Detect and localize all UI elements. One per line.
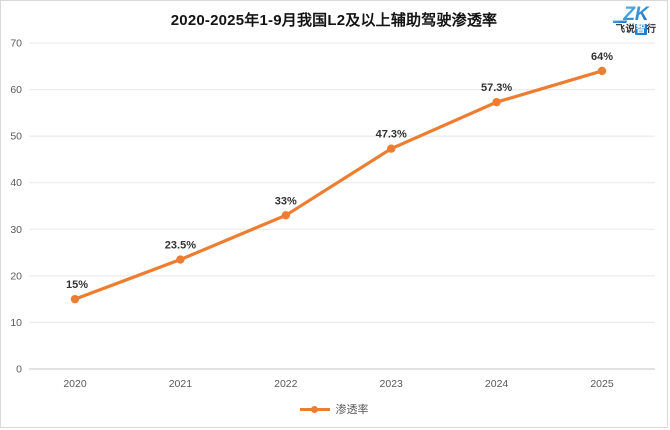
x-axis-tick-label: 2024 — [485, 378, 509, 390]
y-axis-tick-label: 40 — [10, 177, 22, 189]
chart-title: 2020-2025年1-9月我国L2及以上辅助驾驶渗透率 — [170, 12, 498, 29]
penetration-rate-line — [73, 69, 604, 301]
y-axis-tick-label: 10 — [10, 317, 22, 329]
brand-name-highlight: 智 — [635, 24, 647, 35]
x-axis-tick-label: 2025 — [590, 378, 614, 390]
brand-monogram-icon: ZK — [613, 4, 650, 24]
brand-name-part: 行 — [646, 24, 657, 35]
x-axis-tick-label: 2020 — [63, 378, 87, 390]
x-axis-tick-label: 2023 — [380, 378, 404, 390]
x-axis-tick-label: 2021 — [169, 378, 193, 390]
data-point-marker — [597, 66, 607, 76]
brand-monogram-swash — [613, 20, 628, 23]
brand-logo: ZK 飞说智行 — [609, 4, 663, 35]
brand-name-part: 飞说 — [615, 24, 636, 35]
y-axis-tick-label: 50 — [10, 131, 22, 143]
data-label: 23.5% — [165, 240, 196, 252]
legend-line-marker-icon — [299, 405, 330, 413]
data-point-marker — [176, 255, 185, 264]
x-axis-tick-label: 2022 — [274, 378, 298, 390]
y-axis-tick-label: 0 — [16, 364, 22, 376]
y-axis-tick-label: 70 — [10, 38, 22, 50]
data-point-marker — [281, 211, 290, 220]
legend-label: 渗透率 — [335, 404, 369, 416]
data-point-marker — [387, 144, 396, 153]
y-axis-tick-label: 20 — [10, 270, 22, 282]
data-label: 57.3% — [481, 82, 512, 94]
brand-monogram-text: ZK — [622, 4, 650, 24]
data-label: 33% — [275, 195, 297, 207]
data-label: 64% — [591, 51, 613, 63]
data-label: 15% — [66, 279, 88, 291]
data-point-marker — [492, 97, 501, 107]
data-point-marker — [70, 294, 80, 304]
y-axis-tick-label: 30 — [10, 224, 22, 236]
chart-legend: 渗透率 — [1, 401, 667, 417]
brand-name: 飞说智行 — [609, 24, 663, 35]
y-axis-tick-label: 60 — [10, 84, 22, 96]
data-label: 47.3% — [376, 129, 407, 141]
